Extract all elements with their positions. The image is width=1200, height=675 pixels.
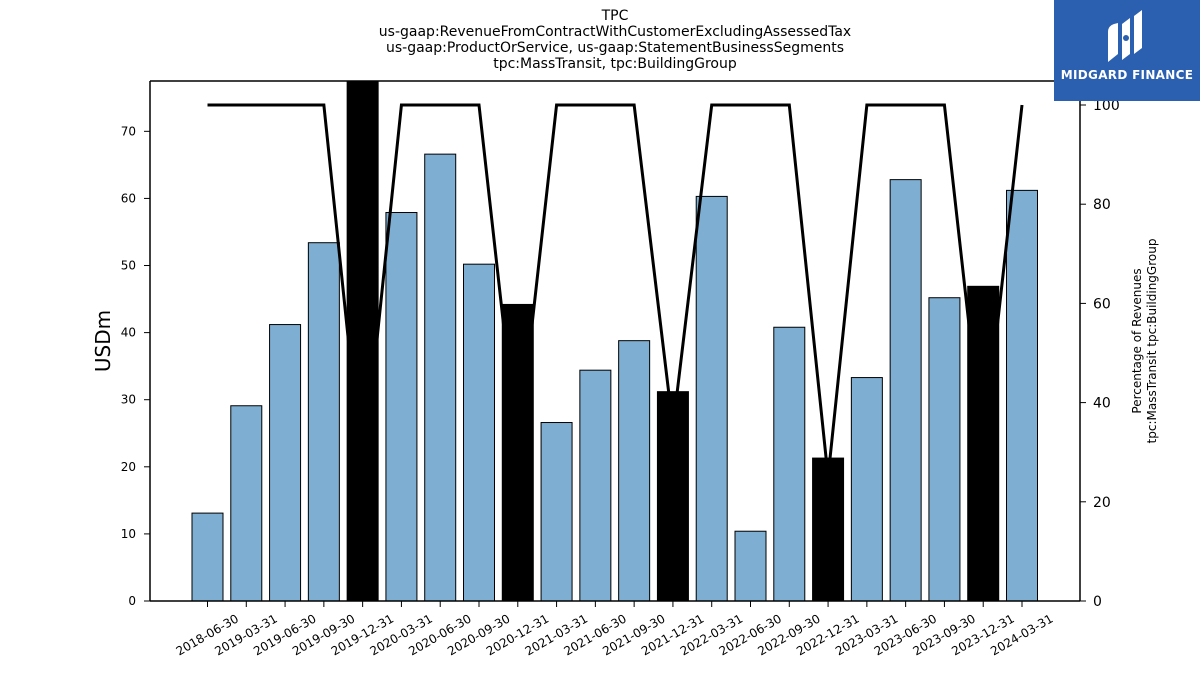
y-tick-label: 40 <box>121 326 136 340</box>
bar <box>812 457 845 602</box>
chart-title-line: tpc:MassTransit, tpc:BuildingGroup <box>493 56 737 72</box>
y-right-tick-label: 80 <box>1093 197 1111 213</box>
bar <box>1006 189 1038 602</box>
bar <box>734 530 767 602</box>
y-tick-label: 30 <box>121 393 136 407</box>
y-tick-label: 20 <box>121 460 136 474</box>
chart-title-line: us-gaap:ProductOrService, us-gaap:Statem… <box>386 40 844 56</box>
y-tick-label: 50 <box>121 259 136 273</box>
y-axis-label-right: tpc:MassTransit tpc:BuildingGroup <box>1145 239 1159 444</box>
bar <box>385 212 418 602</box>
bar <box>850 377 883 602</box>
chart-title-line: TPC <box>601 8 629 24</box>
midgard-finance-logo: MIDGARD FINANCE <box>1054 0 1200 101</box>
y-right-tick-label: 60 <box>1093 296 1111 312</box>
y-axis-label-right: Percentage of Revenues <box>1130 268 1144 413</box>
logo-text: MIDGARD FINANCE <box>1060 68 1194 82</box>
midgard-logo-icon <box>1108 10 1142 62</box>
bar <box>191 512 224 602</box>
y-right-tick-label: 20 <box>1093 495 1111 511</box>
bar <box>230 405 263 602</box>
bar <box>540 422 573 602</box>
bar <box>579 369 612 602</box>
bar <box>889 179 922 602</box>
y-tick-label: 0 <box>128 594 136 608</box>
bar <box>773 326 806 602</box>
bar <box>928 297 961 602</box>
bar <box>307 242 340 602</box>
y-right-tick-label: 0 <box>1093 594 1102 610</box>
bar <box>463 263 495 602</box>
bar <box>346 80 379 602</box>
bar <box>424 153 457 602</box>
bar <box>618 340 651 602</box>
y-right-tick-label: 100 <box>1093 98 1120 114</box>
chart-title-line: us-gaap:RevenueFromContractWithCustomerE… <box>379 24 851 40</box>
y-tick-label: 70 <box>121 124 136 138</box>
y-axis-label-left: USDm <box>91 310 115 372</box>
y-tick-label: 60 <box>121 191 136 205</box>
y-right-tick-label: 40 <box>1093 396 1111 412</box>
bar <box>269 324 302 602</box>
y-tick-label: 10 <box>121 527 136 541</box>
bar <box>695 195 728 602</box>
percentage-line <box>207 103 1024 478</box>
